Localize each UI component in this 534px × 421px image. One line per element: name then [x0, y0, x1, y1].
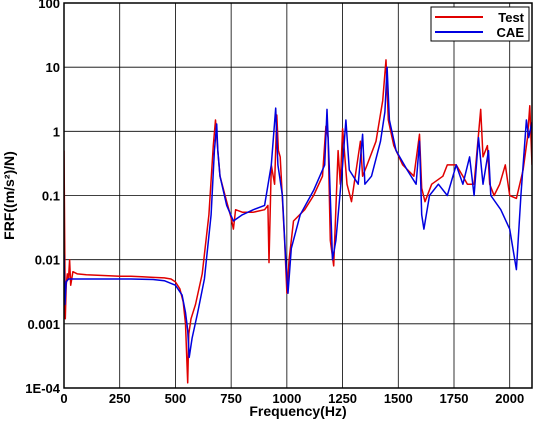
- y-tick-label: 10: [46, 60, 60, 75]
- x-tick-label: 250: [109, 391, 131, 406]
- x-tick-label: 1000: [272, 391, 301, 406]
- series-line-cae: [64, 66, 532, 359]
- x-tick-label: 500: [165, 391, 187, 406]
- x-tick-label: 750: [220, 391, 242, 406]
- x-tick-label: 2000: [495, 391, 524, 406]
- legend: Test CAE: [430, 6, 530, 42]
- y-axis-label: FRF((m/s²)/N): [1, 151, 17, 240]
- x-tick-label: 0: [60, 391, 67, 406]
- x-axis-label: Frequency(Hz): [249, 403, 346, 419]
- y-tick-label: 0.1: [42, 189, 60, 204]
- legend-label-cae: CAE: [497, 25, 525, 40]
- plot-series: [64, 59, 532, 384]
- y-tick-label: 1: [53, 124, 60, 139]
- x-tick-label: 1750: [440, 391, 469, 406]
- legend-label-test: Test: [498, 10, 524, 25]
- x-tick-labels: 0 250 500 750 1000 1250 1500 1750 2000: [60, 391, 524, 406]
- x-tick-label: 1250: [328, 391, 357, 406]
- y-tick-label: 100: [38, 0, 60, 11]
- y-tick-label: 0.01: [35, 253, 60, 268]
- y-tick-label: 0.001: [27, 317, 60, 332]
- y-tick-label: 1E-04: [25, 381, 60, 396]
- y-tick-labels: 1E-04 0.001 0.01 0.1 1 10 100: [25, 0, 60, 396]
- x-tick-label: 1500: [384, 391, 413, 406]
- plot-frame: [63, 2, 533, 389]
- grid: [63, 2, 532, 389]
- legend-box: [430, 6, 530, 42]
